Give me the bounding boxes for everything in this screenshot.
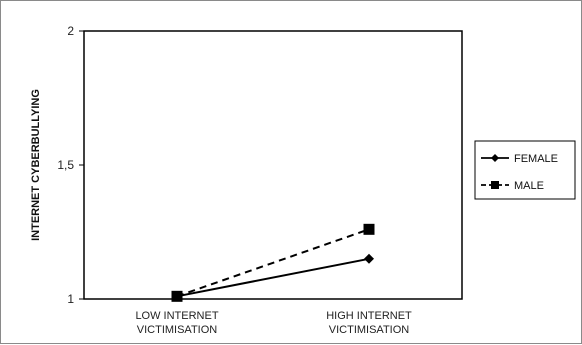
x-axis-labels: LOW INTERNET VICTIMISATION HIGH INTERNET… <box>135 310 412 336</box>
y-tick-label: 1,5 <box>57 158 74 172</box>
legend-box <box>474 140 576 200</box>
legend-marker-female <box>491 154 499 162</box>
series-line-female <box>176 257 370 298</box>
series-line-male <box>176 228 370 298</box>
x-tick-label-high-line1: HIGH INTERNET <box>326 310 412 322</box>
y-axis-ticks: 11,52 <box>57 24 84 306</box>
y-tick-label: 1 <box>67 292 74 306</box>
legend-marker-male <box>491 181 499 189</box>
legend-label-male: MALE <box>514 180 544 192</box>
x-tick-label-low-line1: LOW INTERNET <box>135 310 218 322</box>
plot-area <box>83 30 463 300</box>
x-tick-label-high-line2: VICTIMISATION <box>329 324 410 336</box>
data-point-male <box>363 223 375 235</box>
y-tick-label: 2 <box>67 24 74 38</box>
y-axis-title: INTERNET CYBERBULLYING <box>30 89 42 241</box>
data-point-male <box>171 290 183 302</box>
chart-series <box>171 223 375 302</box>
legend: FEMALE MALE <box>474 140 576 200</box>
legend-label-female: FEMALE <box>514 153 558 165</box>
x-tick-label-low-line2: VICTIMISATION <box>137 324 218 336</box>
